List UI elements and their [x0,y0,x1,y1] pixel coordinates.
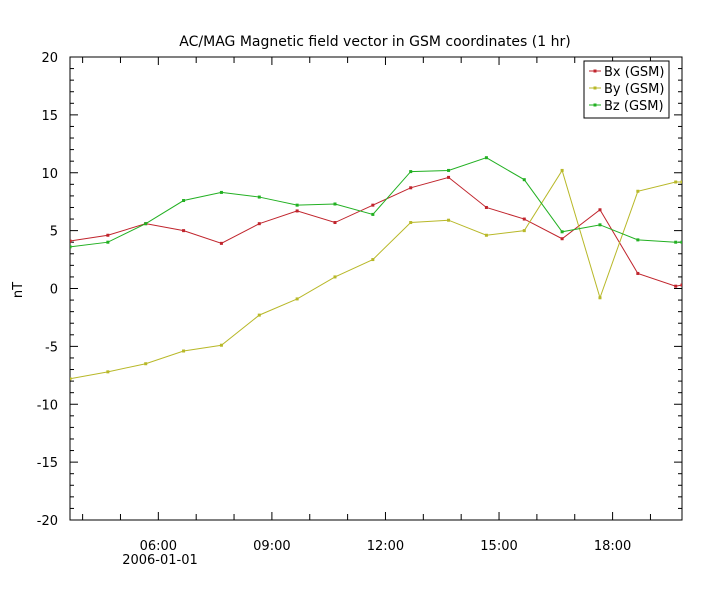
series-line [70,169,682,380]
chart-title: AC/MAG Magnetic field vector in GSM coor… [179,34,570,50]
data-point [333,202,337,206]
data-point [371,203,375,207]
data-point [182,349,186,353]
data-point [106,233,110,237]
legend-entry: Bx (GSM) [589,65,664,80]
series-group [70,156,682,381]
legend-marker [593,86,597,90]
data-point [333,221,337,225]
data-point [674,180,678,184]
x-tick-label: 06:00 [140,539,177,554]
data-point [484,156,488,160]
y-tick-label: 20 [41,51,58,66]
y-tick-label: -10 [37,398,58,413]
data-point [409,170,413,174]
series-line [70,176,682,287]
data-point [674,284,678,288]
data-point [257,222,261,226]
data-point [522,217,526,221]
data-point [409,221,413,225]
data-point [219,343,223,347]
y-tick-label: -5 [45,340,58,355]
data-point [484,233,488,237]
legend-label: Bz (GSM) [604,99,664,114]
series-3 [70,156,682,249]
legend-entry: Bz (GSM) [589,99,664,114]
data-point [560,237,564,241]
x-tick-label: 15:00 [480,539,517,554]
x-tick-label: 12:00 [367,539,404,554]
data-point [70,245,72,249]
legend: Bx (GSM) By (GSM) Bz (GSM) [583,60,670,119]
y-axis-label: nT [11,282,26,298]
data-point [257,195,261,199]
data-point [182,229,186,233]
data-point [636,271,640,275]
data-point [447,168,451,172]
data-point [522,178,526,182]
series-1 [70,175,682,288]
data-point [680,283,682,287]
data-point [295,297,299,301]
data-point [484,205,488,209]
data-point [371,212,375,216]
legend-label: By (GSM) [604,82,664,97]
legend-marker [593,103,597,107]
data-point [680,240,682,244]
date-label: 2006-01-01 [122,553,198,568]
data-point [106,240,110,244]
data-point [522,229,526,233]
tick-labels: -20 -15 -10 -5 0 5 10 15 20 06:00 09:00 12:00 15:00 1… [37,51,632,554]
series-line [70,157,682,248]
data-point [295,203,299,207]
data-point [219,190,223,194]
data-point [144,362,148,366]
y-tick-label: -20 [37,514,58,529]
axis-ticks [70,56,682,521]
data-point [182,199,186,203]
data-point [674,240,678,244]
y-tick-label: 5 [50,225,58,240]
y-tick-label: 0 [50,283,58,298]
data-point [680,180,682,184]
data-point [598,208,602,212]
legend-marker [593,69,597,73]
data-point [295,209,299,213]
data-point [560,230,564,234]
data-point [598,223,602,227]
legend-entry: By (GSM) [589,82,664,97]
data-point [560,168,564,172]
data-point [371,258,375,262]
data-point [333,275,337,279]
data-point [106,370,110,374]
data-point [636,238,640,242]
y-tick-label: -15 [37,456,58,471]
data-point [257,313,261,317]
x-tick-label: 18:00 [594,539,631,554]
plot-frame [69,56,683,521]
y-tick-label: 15 [41,109,58,124]
data-point [144,222,148,226]
data-point [636,189,640,193]
data-point [70,377,72,381]
data-point [598,296,602,300]
legend-label: Bx (GSM) [604,65,664,80]
y-tick-label: 10 [41,167,58,182]
data-point [447,218,451,222]
data-point [219,241,223,245]
x-tick-label: 09:00 [253,539,290,554]
data-point [447,175,451,179]
series-2 [70,168,682,381]
data-point [409,186,413,190]
data-point [70,239,72,243]
